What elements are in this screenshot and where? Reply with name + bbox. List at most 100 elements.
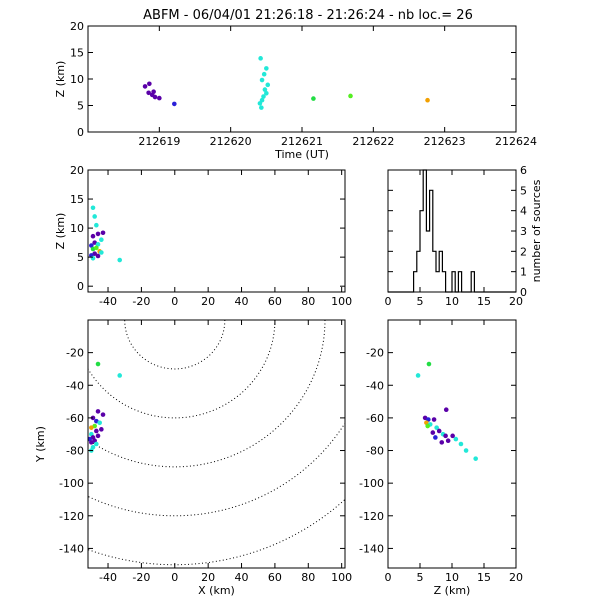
plot-frame: [87, 25, 517, 133]
data-point: [265, 82, 271, 88]
x-tick-label: 20: [509, 571, 523, 584]
data-point: [99, 237, 104, 243]
data-point: [425, 423, 430, 429]
x-axis-label: Z (km): [434, 584, 471, 597]
x-tick-label: -20: [132, 571, 150, 584]
y-tick-label: 20: [70, 20, 84, 33]
y-axis-label: number of sources: [530, 179, 543, 282]
data-point: [434, 425, 439, 430]
x-tick-label: 15: [477, 571, 491, 584]
data-point: [94, 441, 99, 447]
x-axis-label: X (km): [198, 584, 235, 597]
data-point: [443, 433, 448, 439]
data-point: [264, 91, 269, 96]
y-tick-label: -20: [66, 347, 84, 360]
y-tick-label: 20: [70, 164, 84, 177]
data-point: [259, 105, 264, 110]
y-tick-label: 0: [77, 280, 84, 293]
x-tick-label: 100: [331, 571, 352, 584]
y-tick-label: -80: [66, 445, 84, 458]
y-tick-label: 10: [70, 222, 84, 235]
x-tick-label: 0: [171, 571, 178, 584]
data-point: [431, 417, 437, 422]
data-point: [151, 89, 156, 95]
x-tick-label: 212621: [281, 135, 323, 148]
data-point: [259, 77, 265, 83]
x-tick-label: -40: [99, 295, 117, 308]
histogram-outline: [388, 169, 516, 293]
data-point: [99, 427, 104, 432]
data-point: [89, 425, 94, 430]
y-tick-label: 0: [77, 126, 84, 139]
y-tick-label: -80: [366, 445, 384, 458]
data-point: [426, 361, 432, 367]
x-tick-label: 10: [445, 295, 459, 308]
data-point: [262, 87, 268, 92]
x-tick-label: 15: [477, 295, 491, 308]
x-tick-label: 0: [171, 295, 178, 308]
data-point: [311, 96, 316, 101]
y-tick-label: -100: [59, 477, 84, 490]
x-tick-label: 80: [301, 295, 315, 308]
x-tick-label: 80: [301, 571, 315, 584]
data-point: [99, 250, 104, 255]
data-point: [94, 428, 99, 434]
x-tick-label: 40: [235, 295, 249, 308]
data-point: [450, 433, 455, 439]
data-point: [94, 245, 99, 251]
plot-frame: [87, 319, 346, 569]
data-points: [142, 56, 430, 110]
data-point: [425, 97, 430, 103]
y-tick-label: -140: [359, 542, 384, 555]
y-tick-label: 5: [77, 100, 84, 113]
x-tick-label: 212622: [352, 135, 394, 148]
x-tick-label: 60: [268, 295, 282, 308]
y-tick-label: 1: [520, 266, 527, 279]
y-tick-label: 0: [520, 286, 527, 299]
data-point: [439, 440, 445, 445]
data-points: [89, 205, 123, 263]
data-point: [458, 441, 464, 447]
x-axis-label: Time (UT): [274, 148, 329, 161]
y-axis-label: Z (km): [54, 61, 67, 98]
data-point: [433, 435, 438, 440]
y-tick-label: -60: [66, 412, 84, 425]
data-point: [89, 243, 94, 248]
x-tick-label: 0: [385, 295, 392, 308]
data-point: [100, 230, 106, 236]
data-point: [146, 90, 151, 96]
y-tick-label: 6: [520, 164, 527, 177]
x-tick-label: 212619: [138, 135, 180, 148]
x-tick-label: 212623: [424, 135, 466, 148]
y-tick-label: 2: [520, 245, 527, 258]
y-tick-label: 5: [77, 251, 84, 264]
x-tick-label: 10: [445, 571, 459, 584]
data-point: [443, 407, 449, 413]
data-point: [430, 430, 436, 435]
data-point: [94, 222, 99, 228]
x-tick-label: 60: [268, 571, 282, 584]
figure-title: ABFM - 06/04/01 21:26:18 - 21:26:24 - nb…: [143, 8, 473, 23]
data-point: [100, 412, 106, 417]
y-tick-label: -20: [366, 347, 384, 360]
x-tick-label: 40: [235, 571, 249, 584]
data-points: [415, 361, 478, 461]
y-tick-label: 3: [520, 225, 527, 238]
data-point: [261, 71, 267, 77]
y-tick-label: 5: [520, 184, 527, 197]
data-point: [97, 420, 102, 426]
x-tick-label: 5: [417, 571, 424, 584]
y-tick-label: -60: [366, 412, 384, 425]
data-point: [89, 440, 94, 445]
data-point: [95, 253, 101, 259]
data-point: [348, 93, 353, 99]
y-tick-label: -40: [66, 379, 84, 392]
data-point: [463, 448, 469, 453]
x-tick-label: 5: [417, 295, 424, 308]
y-tick-label: 10: [70, 73, 84, 86]
y-tick-label: -140: [59, 542, 84, 555]
x-tick-label: -40: [99, 571, 117, 584]
data-point: [147, 81, 152, 87]
data-point: [415, 373, 421, 378]
